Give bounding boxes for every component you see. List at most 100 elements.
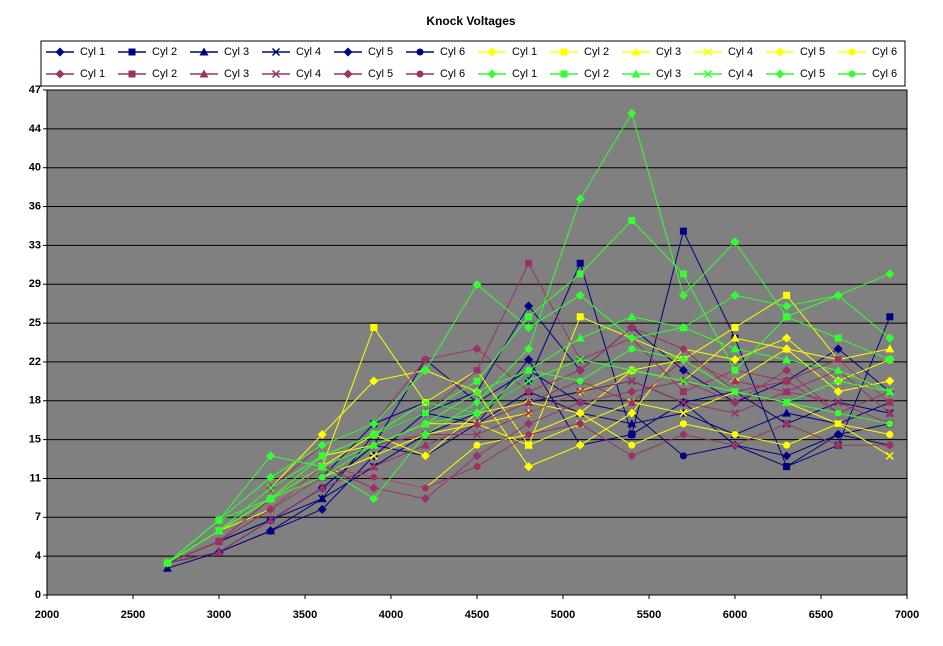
marker [730, 376, 740, 385]
marker [525, 366, 533, 374]
marker [318, 473, 326, 481]
marker [834, 356, 842, 364]
marker [730, 344, 740, 353]
legend-marker [55, 47, 65, 57]
marker [886, 420, 894, 428]
marker [679, 356, 687, 364]
marker [524, 301, 534, 311]
marker [885, 333, 895, 343]
legend-marker [128, 48, 136, 56]
marker [162, 563, 172, 572]
y-tick-label: 29 [29, 278, 41, 290]
marker [783, 463, 791, 471]
marker [885, 376, 895, 386]
legend-label: Cyl 1 [80, 68, 105, 80]
marker [885, 408, 895, 417]
marker [575, 194, 585, 204]
marker [886, 313, 894, 321]
x-tick-label: 2000 [35, 609, 59, 621]
marker [886, 356, 894, 364]
marker [834, 441, 842, 449]
marker [627, 366, 636, 375]
marker [679, 452, 687, 460]
marker [420, 429, 430, 439]
legend-marker [560, 48, 568, 56]
legend-marker [631, 47, 641, 56]
marker [679, 388, 687, 396]
marker [628, 452, 636, 460]
legend-marker [271, 47, 281, 57]
legend-label: Cyl 6 [872, 46, 897, 58]
marker [420, 365, 430, 375]
marker [473, 441, 481, 449]
marker [524, 419, 534, 429]
marker [730, 237, 740, 247]
marker [369, 483, 379, 493]
marker [524, 355, 534, 365]
marker [370, 441, 378, 449]
legend-marker [199, 47, 209, 56]
marker [730, 333, 740, 342]
marker [730, 290, 740, 300]
marker [627, 312, 637, 321]
marker [782, 387, 791, 396]
legend-label: Cyl 2 [584, 68, 609, 80]
marker [782, 451, 792, 461]
y-tick-label: 22 [29, 356, 41, 368]
y-tick-label: 25 [29, 317, 41, 329]
marker [782, 344, 792, 353]
legend-label: Cyl 2 [584, 46, 609, 58]
marker [575, 290, 585, 300]
marker [783, 291, 791, 299]
marker [576, 313, 584, 321]
marker [420, 451, 430, 461]
marker [679, 227, 687, 235]
marker [731, 388, 739, 396]
marker [421, 420, 429, 428]
marker [834, 430, 842, 438]
marker [215, 527, 223, 535]
marker [730, 409, 740, 418]
x-tick-label: 6000 [723, 609, 747, 621]
marker [575, 397, 585, 407]
marker [886, 441, 894, 449]
marker [678, 322, 688, 332]
marker [576, 420, 584, 428]
marker [473, 377, 481, 385]
marker [317, 429, 327, 439]
x-tick-label: 4000 [379, 609, 403, 621]
marker [215, 537, 223, 545]
marker [627, 108, 637, 118]
marker [525, 430, 533, 438]
marker [886, 430, 894, 438]
y-tick-label: 44 [29, 123, 42, 135]
marker [834, 420, 842, 428]
marker [834, 398, 843, 407]
y-tick-label: 36 [29, 200, 41, 212]
marker [214, 515, 224, 525]
marker [627, 397, 637, 406]
marker [525, 313, 533, 321]
legend-label: Cyl 6 [872, 68, 897, 80]
x-tick-label: 5000 [551, 609, 575, 621]
legend-marker [343, 47, 353, 57]
legend-marker [416, 48, 424, 56]
marker [473, 409, 481, 417]
y-tick-label: 47 [29, 84, 41, 96]
marker [421, 409, 429, 417]
marker [267, 495, 275, 503]
legend-label: Cyl 3 [656, 46, 681, 58]
marker [834, 334, 842, 342]
x-tick-label: 4500 [465, 609, 489, 621]
y-tick-label: 11 [29, 472, 41, 484]
marker [782, 376, 792, 386]
marker [783, 420, 791, 428]
marker [524, 387, 534, 397]
marker [369, 451, 378, 460]
marker [679, 270, 687, 278]
legend-marker [416, 70, 424, 78]
x-tick-label: 7000 [895, 609, 919, 621]
marker [473, 463, 481, 471]
legend-marker [775, 69, 785, 79]
marker [628, 430, 636, 438]
